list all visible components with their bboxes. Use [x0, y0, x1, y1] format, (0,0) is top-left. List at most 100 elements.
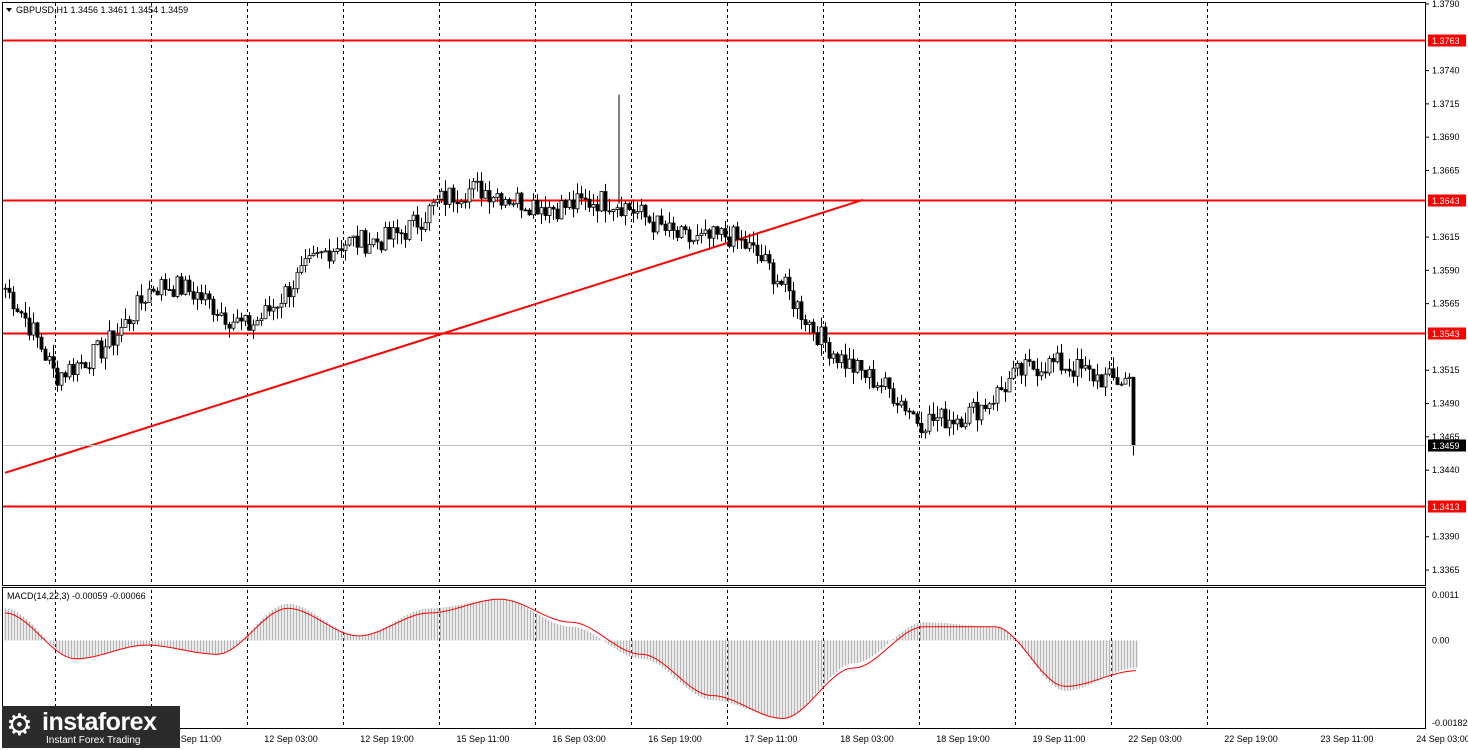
candle: [743, 231, 748, 250]
time-label: 12 Sep 03:00: [264, 734, 318, 744]
time-label: 24 Sep 03:00: [1416, 734, 1468, 744]
candle: [1031, 360, 1036, 371]
candle: [563, 199, 568, 216]
candle: [251, 319, 256, 339]
candle: [43, 346, 48, 361]
macd-tick-label: 0.0011: [1432, 590, 1459, 600]
candle: [439, 188, 444, 204]
price-tick-label: 1.3365: [1432, 565, 1460, 575]
candle: [443, 180, 448, 216]
candle: [1083, 356, 1088, 371]
candle: [923, 429, 928, 439]
candle: [847, 347, 852, 369]
candle: [851, 349, 856, 384]
candle: [555, 202, 560, 222]
candle: [643, 204, 648, 226]
main-chart-title: GBPUSD,H1 1.3456 1.3461 1.3454 1.3459: [16, 5, 188, 15]
candle: [707, 228, 712, 250]
candle: [487, 180, 492, 214]
candle: [479, 172, 484, 207]
candle: [347, 236, 352, 247]
candle: [871, 360, 876, 389]
macd-histogram: [4, 599, 1138, 719]
price-tick-label: 1.3740: [1432, 66, 1460, 76]
candle: [799, 295, 804, 330]
price-tick-label: 1.3565: [1432, 299, 1460, 309]
candle: [423, 212, 428, 233]
candle: [71, 358, 76, 382]
candle: [1115, 366, 1120, 386]
candle: [11, 285, 16, 317]
candle: [379, 240, 384, 253]
candle: [1055, 345, 1060, 364]
candle: [823, 322, 828, 353]
candle: [1079, 348, 1084, 378]
candle: [359, 230, 364, 248]
logo-tagline: Instant Forex Trading: [46, 735, 141, 746]
candle: [807, 319, 812, 335]
candle: [667, 212, 672, 238]
candle: [775, 274, 780, 288]
candle: [327, 239, 332, 269]
candle: [859, 360, 864, 380]
candle: [1039, 361, 1044, 381]
candle: [1071, 361, 1076, 384]
candle: [75, 360, 80, 382]
time-label: 22 Sep 03:00: [1128, 734, 1182, 744]
candle: [1111, 357, 1116, 381]
candle: [535, 194, 540, 215]
candle: [455, 190, 460, 213]
menu-triangle-icon[interactable]: [6, 8, 12, 12]
time-label: 23 Sep 11:00: [1321, 734, 1374, 744]
candle: [411, 211, 416, 227]
candle: [175, 275, 180, 299]
candle: [159, 276, 164, 301]
candle: [591, 194, 596, 216]
candle: [1131, 376, 1136, 456]
candle: [391, 220, 396, 248]
candle: [119, 318, 124, 343]
candle: [1023, 353, 1028, 387]
candle: [431, 198, 436, 216]
candle: [1119, 381, 1124, 387]
candle: [131, 320, 136, 332]
candle: [167, 278, 172, 291]
candle: [627, 202, 632, 211]
candle: [1011, 360, 1016, 381]
candle: [623, 201, 628, 226]
candle: [659, 208, 664, 226]
candle: [99, 337, 104, 364]
candle: [59, 372, 64, 391]
candle: [663, 220, 668, 236]
candle: [1007, 371, 1012, 393]
candle: [91, 344, 96, 376]
candle: [87, 361, 92, 374]
candle: [151, 286, 156, 293]
candle: [579, 185, 584, 205]
level-tag-text: 1.3643: [1432, 196, 1460, 206]
candle: [1107, 361, 1112, 377]
candle: [723, 220, 728, 243]
candle: [903, 398, 908, 416]
candle: [299, 256, 304, 275]
candle: [55, 360, 60, 392]
candle: [199, 284, 204, 305]
candle: [111, 330, 116, 356]
candle: [931, 402, 936, 427]
candle: [1091, 368, 1096, 387]
candle: [415, 206, 420, 235]
candle: [263, 299, 268, 320]
candle: [647, 214, 652, 224]
candle: [351, 235, 356, 247]
candle: [51, 344, 56, 378]
candle: [863, 369, 868, 384]
candle: [183, 276, 188, 296]
candle: [971, 398, 976, 414]
candle: [19, 309, 24, 318]
candle: [255, 316, 260, 326]
candle: [319, 250, 324, 259]
candle: [711, 225, 716, 249]
time-label: 22 Sep 19:00: [1224, 734, 1278, 744]
candle: [795, 300, 800, 319]
candle: [339, 240, 344, 258]
